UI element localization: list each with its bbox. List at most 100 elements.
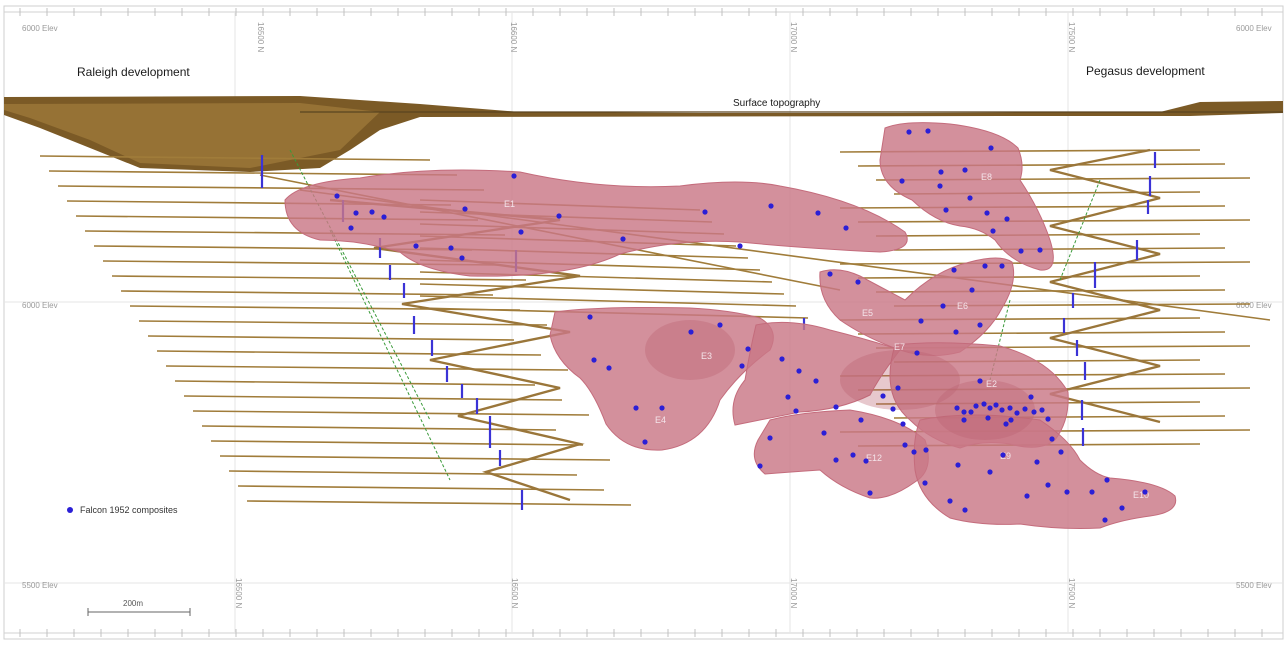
lens-e3	[549, 307, 774, 451]
composite-point	[833, 404, 839, 410]
composite-point	[1031, 409, 1037, 415]
drive-level	[246, 500, 632, 506]
composite-point	[1000, 452, 1006, 458]
composite-point	[902, 442, 908, 448]
northing-label-bottom-2: 16500 N	[510, 578, 519, 608]
composite-point	[779, 356, 785, 362]
pegasus-label: Pegasus development	[1086, 64, 1205, 78]
northing-label-bottom-3: 17000 N	[789, 578, 798, 608]
composite-point	[757, 463, 763, 469]
composite-point	[745, 346, 751, 352]
composite-point	[815, 210, 821, 216]
composite-point	[633, 405, 639, 411]
drive-level	[147, 335, 515, 341]
composite-point	[448, 245, 454, 251]
composite-point	[459, 255, 465, 261]
elev-label-bottom-right: 5500 Elev	[1236, 581, 1272, 590]
composite-point	[940, 303, 946, 309]
elev-label-top-left: 6000 Elev	[22, 24, 58, 33]
composite-point	[923, 447, 929, 453]
lens-e1	[284, 169, 908, 277]
composite-point	[977, 378, 983, 384]
composite-point	[1024, 493, 1030, 499]
lens-label-e3: E3	[701, 351, 712, 361]
ore-lenses	[284, 122, 1177, 529]
lens-label-e1: E1	[504, 199, 515, 209]
composite-point	[1028, 394, 1034, 400]
surface-topography-highlight	[4, 103, 380, 168]
composite-point	[961, 417, 967, 423]
drive-level	[210, 440, 584, 446]
composite-point	[1039, 407, 1045, 413]
composite-point	[977, 322, 983, 328]
composite-point	[985, 415, 991, 421]
northing-label-top-3: 17000 N	[789, 22, 798, 52]
northing-label-bottom-4: 17500 N	[1067, 578, 1076, 608]
composite-point	[821, 430, 827, 436]
composite-point	[969, 287, 975, 293]
surface-label: Surface topography	[733, 98, 820, 109]
composite-point	[1007, 405, 1013, 411]
composite-point	[642, 439, 648, 445]
ruler-ticks	[19, 8, 1263, 637]
composite-point	[688, 329, 694, 335]
elev-label-bottom-left: 5500 Elev	[22, 581, 58, 590]
lens-label-e10: E10	[1133, 490, 1149, 500]
composite-point	[947, 498, 953, 504]
drive-level	[857, 219, 1251, 223]
composite-point	[353, 210, 359, 216]
composite-point	[968, 409, 974, 415]
composite-point	[1089, 489, 1095, 495]
composite-point	[1018, 248, 1024, 254]
drive-level	[219, 455, 611, 461]
composite-point	[739, 363, 745, 369]
northing-label-top-4: 17500 N	[1067, 22, 1076, 52]
composite-point	[1102, 517, 1108, 523]
lens-e7	[732, 321, 901, 426]
composite-point	[962, 507, 968, 513]
composite-point	[953, 329, 959, 335]
composite-point	[1004, 216, 1010, 222]
composite-point	[938, 169, 944, 175]
drive-level	[201, 425, 557, 431]
composite-point	[813, 378, 819, 384]
lens-label-e12: E12	[866, 453, 882, 463]
composite-point	[993, 402, 999, 408]
composite-point	[988, 145, 994, 151]
drive-level	[39, 155, 431, 161]
composite-point	[1008, 417, 1014, 423]
composite-point	[855, 279, 861, 285]
drive-level	[228, 470, 578, 476]
composite-point	[1022, 406, 1028, 412]
drive-level	[174, 380, 536, 386]
composite-point	[1003, 421, 1009, 427]
composite-point	[967, 195, 973, 201]
composite-point	[987, 405, 993, 411]
composite-point	[1058, 449, 1064, 455]
elev-label-top-right: 6000 Elev	[1236, 24, 1272, 33]
composite-point	[793, 408, 799, 414]
drive-level	[419, 295, 797, 307]
drive-level	[183, 395, 563, 401]
composite-point	[1045, 482, 1051, 488]
elev-label-mid-right: 6000 Elev	[1236, 301, 1272, 310]
lens-e5	[819, 257, 1015, 356]
composite-point	[511, 173, 517, 179]
composite-point	[556, 213, 562, 219]
composite-point	[981, 401, 987, 407]
scale-label: 200m	[123, 599, 143, 608]
composite-point	[1045, 416, 1051, 422]
composite-point	[1064, 489, 1070, 495]
composite-point	[951, 267, 957, 273]
lens-label-e4: E4	[655, 415, 666, 425]
pegasus-decline	[1049, 148, 1161, 424]
composite-point	[606, 365, 612, 371]
drive-level	[138, 320, 548, 326]
legend-label: Falcon 1952 composites	[80, 505, 178, 515]
composite-point	[334, 193, 340, 199]
lens-label-e9: E9	[1000, 451, 1011, 461]
northing-label-top-1: 16500 N	[256, 22, 265, 52]
drive-level	[156, 350, 542, 356]
composite-point	[1142, 489, 1148, 495]
